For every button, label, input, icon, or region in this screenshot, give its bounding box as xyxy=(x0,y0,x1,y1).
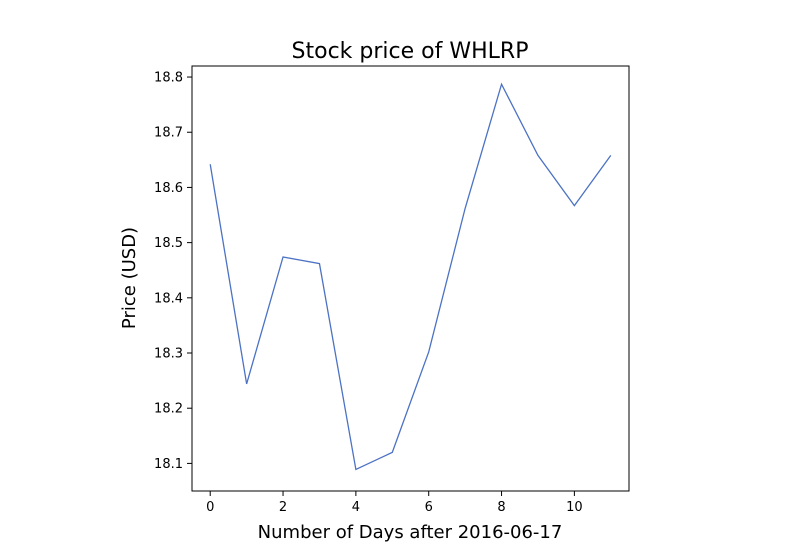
data-point xyxy=(282,256,283,257)
data-point xyxy=(210,164,211,165)
data-point xyxy=(246,383,247,384)
data-point xyxy=(355,469,356,470)
chart-title: Stock price of WHLRP xyxy=(292,39,529,64)
x-tick-label: 10 xyxy=(566,500,583,515)
data-point xyxy=(392,452,393,453)
x-tick-label: 4 xyxy=(352,500,360,515)
y-tick-label: 18.8 xyxy=(154,71,183,86)
series-line-0 xyxy=(209,82,612,471)
plot-frame xyxy=(191,65,630,492)
data-point xyxy=(574,205,575,206)
data-point xyxy=(319,263,320,264)
y-tick-label: 18.6 xyxy=(154,181,183,196)
y-tick-label: 18.1 xyxy=(154,457,183,472)
y-tick-label: 18.7 xyxy=(154,126,183,141)
data-point xyxy=(537,155,538,156)
x-axis-label: Number of Days after 2016-06-17 xyxy=(258,522,563,543)
data-point xyxy=(610,155,611,156)
data-point xyxy=(465,208,466,209)
y-tick-label: 18.5 xyxy=(154,236,183,251)
y-tick-label: 18.2 xyxy=(154,402,183,417)
y-tick-label: 18.3 xyxy=(154,347,183,362)
x-tick-label: 2 xyxy=(279,500,287,515)
y-tick-label: 18.4 xyxy=(154,291,183,306)
data-point xyxy=(501,84,502,85)
x-tick-label: 6 xyxy=(425,500,433,515)
y-axis-label: Price (USD) xyxy=(119,227,140,329)
plot-area: 0 2 4 6 8 10 18.1 18.2 18.3 18.4 18.5 18.6 18.7 18.8 xyxy=(154,65,630,515)
x-tick-label: 8 xyxy=(497,500,505,515)
data-point xyxy=(428,351,429,352)
x-tick-label: 0 xyxy=(206,500,214,515)
